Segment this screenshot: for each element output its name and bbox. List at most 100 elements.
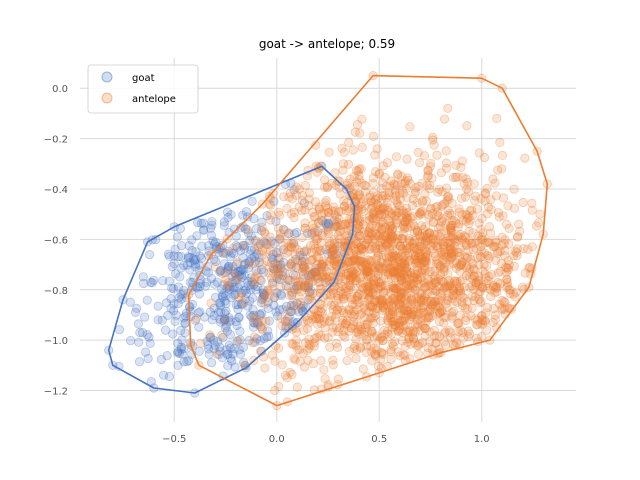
goat-point xyxy=(227,356,237,366)
antelope-point xyxy=(268,268,279,278)
antelope-point xyxy=(357,262,367,272)
antelope-point xyxy=(386,300,396,310)
antelope-point xyxy=(355,342,365,352)
antelope-point xyxy=(327,254,337,264)
antelope-point xyxy=(453,231,464,241)
antelope-point xyxy=(329,256,339,266)
goat-point xyxy=(255,310,266,320)
antelope-point xyxy=(400,222,410,232)
goat-point xyxy=(272,311,283,321)
goat-point xyxy=(233,283,244,293)
antelope-point xyxy=(396,289,407,299)
antelope-point xyxy=(376,294,386,304)
antelope-point xyxy=(428,244,438,254)
goat-point xyxy=(311,267,321,277)
goat-point xyxy=(274,274,284,285)
antelope-point xyxy=(380,269,390,279)
goat-point xyxy=(231,275,241,285)
antelope-point xyxy=(310,243,320,253)
antelope-point xyxy=(389,261,399,271)
antelope-point xyxy=(248,338,258,348)
goat-point xyxy=(187,235,197,245)
goat-point xyxy=(272,273,282,283)
antelope-point xyxy=(360,266,371,276)
goat-point xyxy=(184,241,194,251)
goat-point xyxy=(278,224,288,234)
antelope-point xyxy=(305,241,316,251)
antelope-point xyxy=(490,178,500,188)
goat-point xyxy=(237,265,247,275)
antelope-point xyxy=(469,265,479,275)
goat-point xyxy=(251,224,261,234)
goat-point xyxy=(250,256,260,266)
goat-point xyxy=(205,333,215,343)
goat-point xyxy=(229,224,239,234)
antelope-point xyxy=(398,298,408,308)
antelope-point xyxy=(348,273,358,283)
x-tick-label: 1.0 xyxy=(474,434,490,445)
antelope-point xyxy=(413,245,423,255)
antelope-point xyxy=(419,264,429,274)
antelope-point xyxy=(375,333,386,343)
antelope-point xyxy=(333,230,343,240)
antelope-point xyxy=(402,154,412,164)
antelope-point xyxy=(364,244,374,254)
antelope-point xyxy=(369,216,379,226)
goat-point xyxy=(126,335,136,346)
antelope-point xyxy=(486,291,496,302)
antelope-point xyxy=(459,282,469,292)
antelope-point xyxy=(423,165,433,175)
antelope-point xyxy=(307,269,317,279)
antelope-point xyxy=(290,242,300,252)
antelope-point xyxy=(315,245,326,255)
antelope-point xyxy=(499,296,509,307)
antelope-point xyxy=(400,350,410,360)
goat-point xyxy=(211,256,221,267)
antelope-point xyxy=(477,314,487,325)
antelope-point xyxy=(331,338,341,348)
antelope-point xyxy=(433,187,443,197)
antelope-point xyxy=(368,287,378,298)
antelope-point xyxy=(370,349,381,359)
antelope-point xyxy=(450,235,460,245)
antelope-point xyxy=(291,190,301,200)
antelope-point xyxy=(527,205,537,215)
antelope-point xyxy=(420,256,430,266)
goat-point xyxy=(248,317,258,328)
antelope-point xyxy=(298,348,308,358)
antelope-point xyxy=(404,280,414,290)
goat-point xyxy=(199,225,209,235)
goat-point xyxy=(207,217,217,227)
antelope-point xyxy=(435,232,445,242)
goat-point xyxy=(252,318,262,328)
goat-point xyxy=(234,312,244,323)
antelope-point xyxy=(445,208,455,218)
antelope-point xyxy=(350,182,360,192)
antelope-point xyxy=(391,206,401,216)
antelope-point xyxy=(433,301,443,311)
goat-point xyxy=(176,344,186,354)
goat-point xyxy=(218,292,228,302)
antelope-point xyxy=(425,204,436,214)
antelope-point xyxy=(301,265,311,275)
antelope-point xyxy=(359,180,370,190)
antelope-point xyxy=(217,330,227,340)
goat-point xyxy=(299,262,310,272)
antelope-point xyxy=(419,239,429,249)
goat-point xyxy=(291,281,302,291)
antelope-point xyxy=(469,271,479,281)
goat-point xyxy=(279,245,289,255)
antelope-point xyxy=(273,248,283,258)
x-tick-label: 0.5 xyxy=(371,434,387,445)
antelope-point xyxy=(308,254,318,264)
goat-point xyxy=(243,301,253,311)
antelope-point xyxy=(401,241,411,251)
goat-point xyxy=(157,315,167,325)
goat-point xyxy=(153,301,163,311)
antelope-point xyxy=(524,263,534,273)
antelope-point xyxy=(492,113,502,124)
antelope-point xyxy=(438,238,449,248)
antelope-point xyxy=(467,291,477,301)
goat-point xyxy=(176,290,186,300)
antelope-point xyxy=(332,291,343,301)
